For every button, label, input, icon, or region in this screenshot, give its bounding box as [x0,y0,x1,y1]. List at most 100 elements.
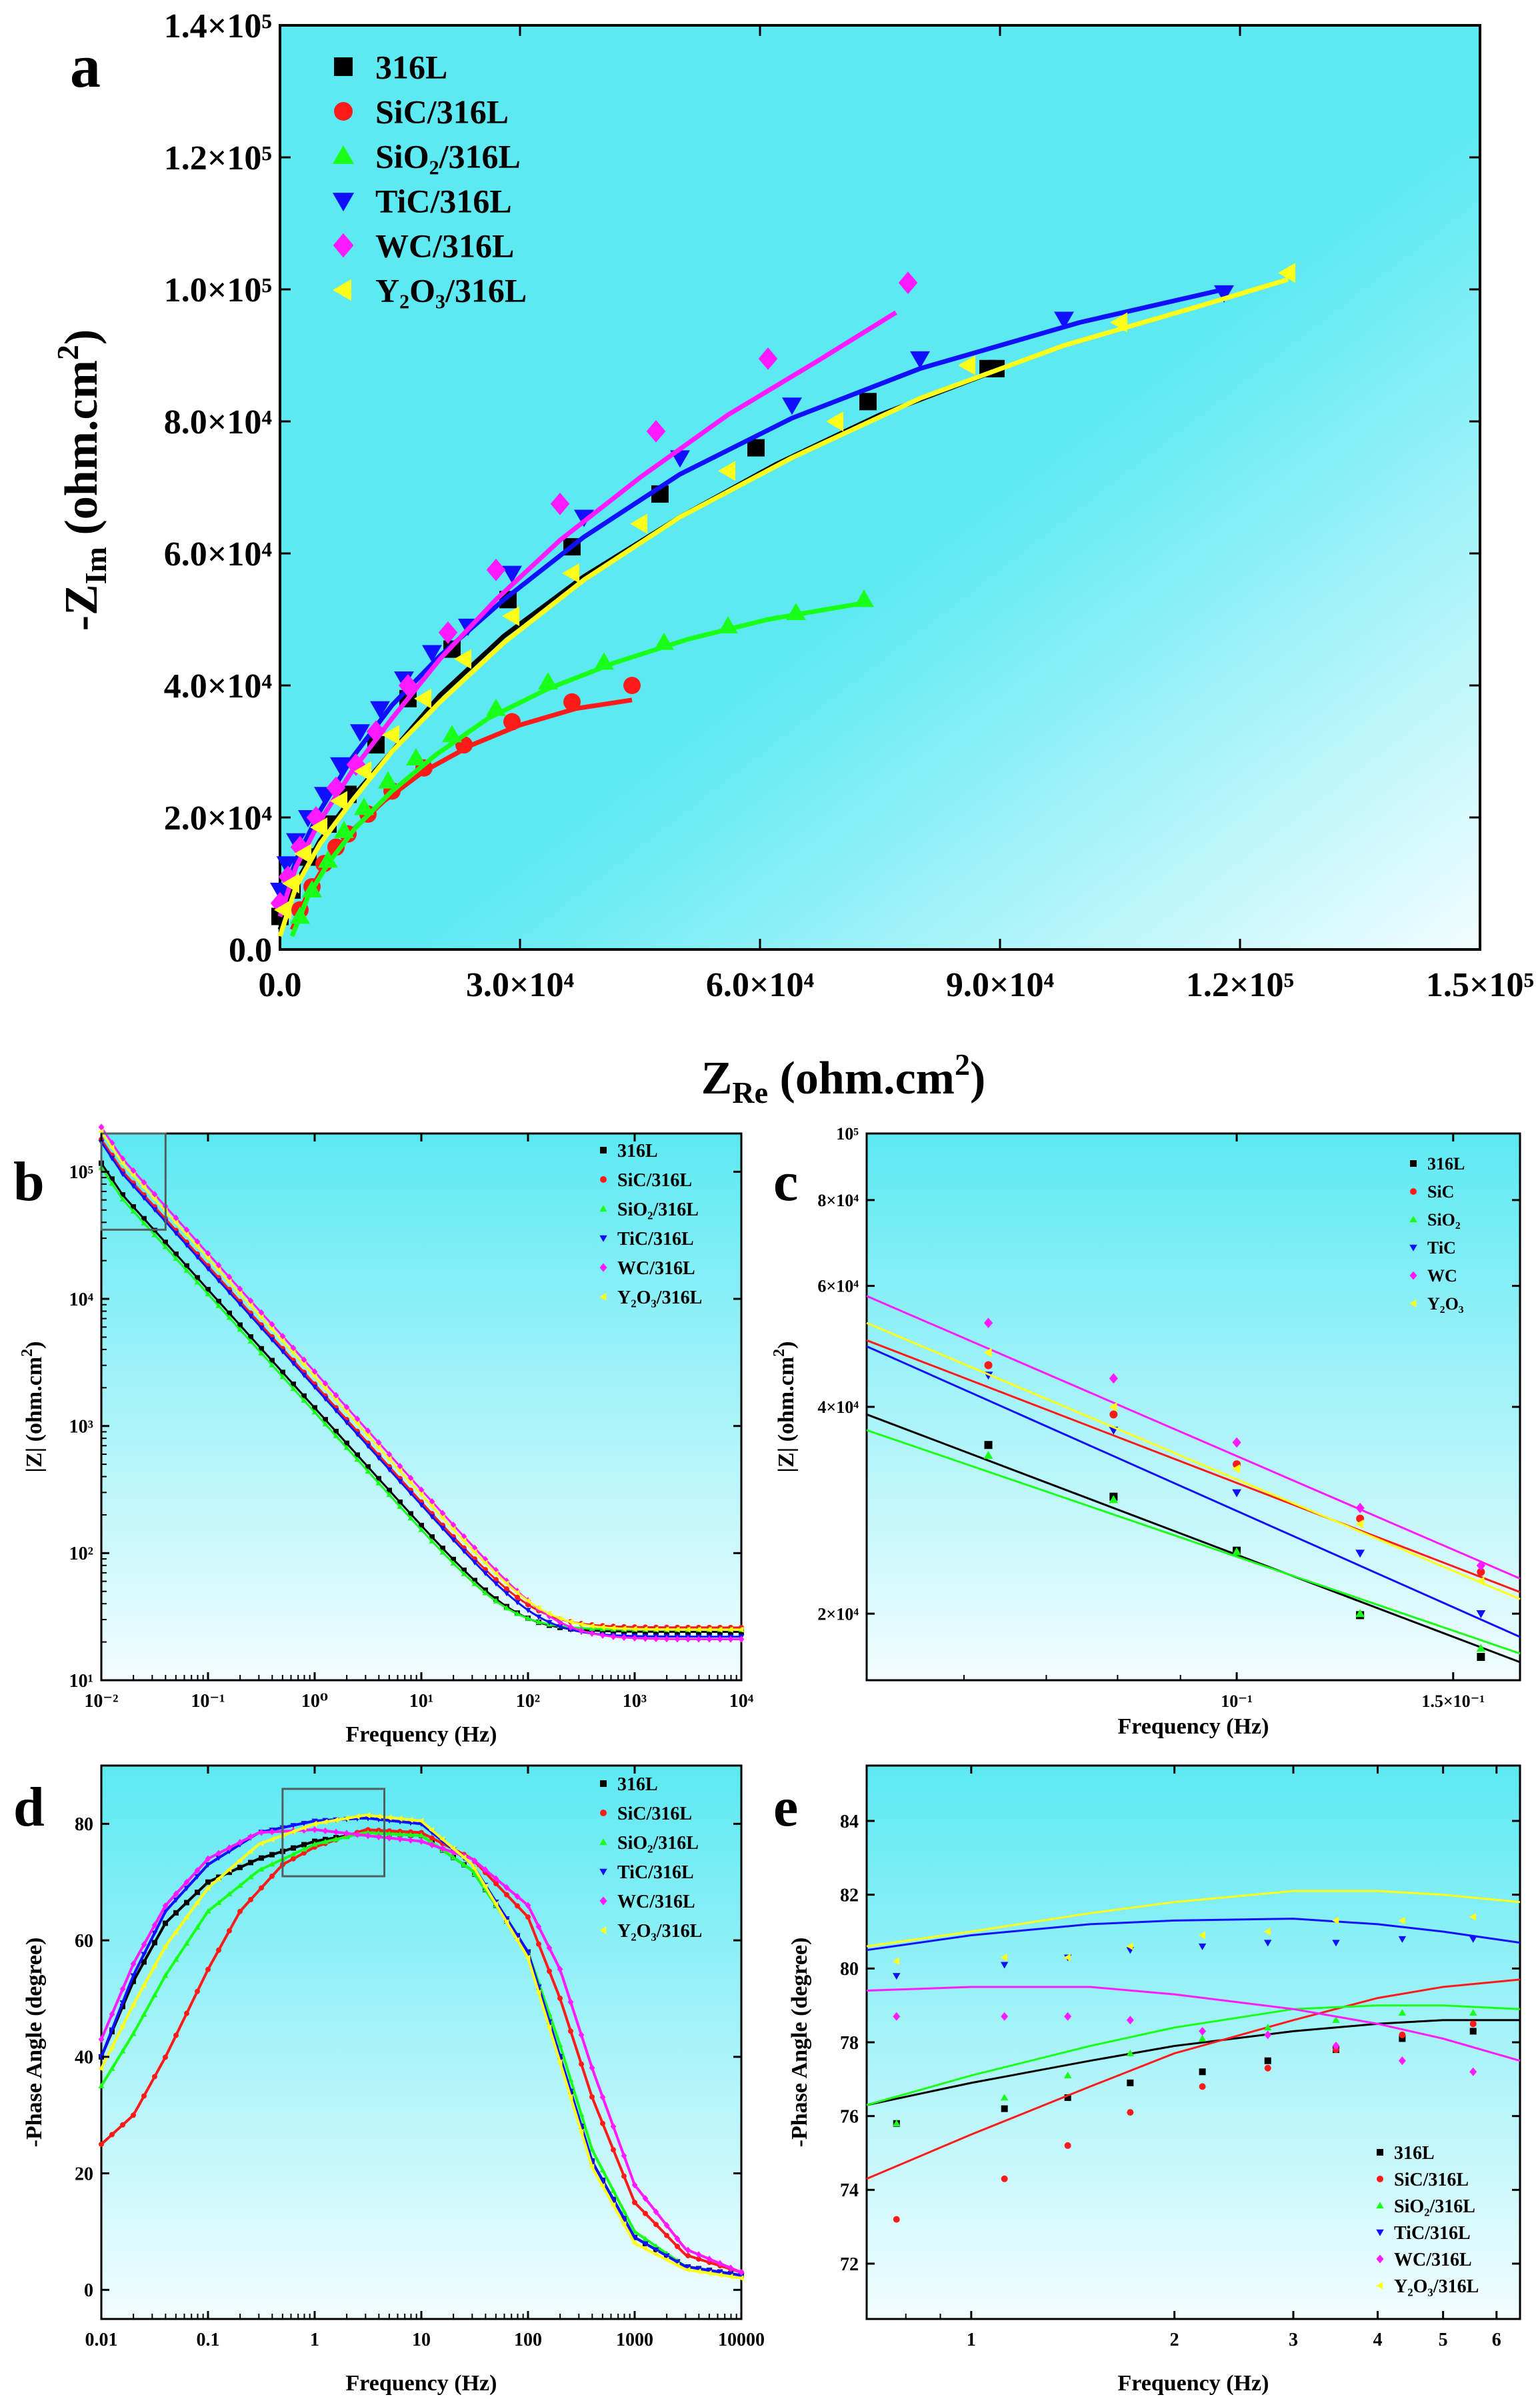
chart-d-legend-label-tic-316l: TiC/316L [617,1862,694,1883]
chart-b-point-tic-316l [535,1614,542,1620]
chart-d-point-y2o3-316l [173,1928,179,1935]
chart-d-point-wc-316l [599,2094,606,2101]
chart-d-legend-marker-wc-316l [599,1896,607,1906]
chart-b-point-y2o3-316l [418,1491,424,1498]
chart-e-xtick-label: 4 [1373,2330,1382,2350]
chart-d-point-y2o3-316l [610,2202,616,2208]
chart-c-point-wc-316l [1232,1437,1241,1448]
chart-d-legend-marker-y2o3-316l [599,1926,607,1934]
chart-d-point-sio2-316l [98,2082,105,2088]
chart-e-point-sic-316l [1001,2175,1008,2182]
chart-d-point-wc-316l [130,1960,137,1968]
chart-d-point-wc-316l [333,1828,339,1836]
chart-b-point-316l [269,1358,275,1364]
chart-d-point-sic-316l [429,1835,435,1841]
chart-d-point-wc-316l [151,1922,158,1929]
chart-d-point-wc-316l [546,1944,553,1952]
chart-b-point-sio2-316l [471,1580,478,1586]
chart-b-point-tic-316l [226,1290,233,1296]
chart-d-point-sio2-316l [471,1871,478,1877]
chart-d-point-sic-316l [173,2032,179,2038]
chart-d-point-y2o3-316l [397,1816,403,1822]
chart-e-point-tic-316l [893,1973,901,1980]
chart-e-point-y2o3-316l [1332,1916,1339,1925]
chart-b-point-sio2-316l [386,1492,393,1498]
chart-d-point-sio2-316l [194,1924,201,1930]
chart-e-legend-marker-wc-316l [1376,2254,1384,2264]
chart-a-legend-label-316l: 316L [375,49,447,86]
chart-b-point-316l [280,1370,285,1376]
chart-b-point-sic-316l [515,1594,520,1600]
chart-c-marks: 10⁻¹ 1.5×10⁻¹ 2×10⁴ 4×10⁴ 6×10⁴ 8×10⁴ 10⁵ 316L S… [817,1124,1521,1711]
chart-a-point-y2o3-316l [310,817,328,837]
chart-d-point-y2o3-316l [493,1901,499,1908]
chart-e-point-sic-316l [1199,2083,1206,2090]
chart-b-point-wc-316l [183,1226,190,1234]
chart-b-point-316l [131,1204,136,1210]
chart-d-point-sio2-316l [173,1956,179,1962]
chart-b-ytick-label: 10⁴ [69,1290,94,1310]
chart-d-ytick-label: 40 [75,2048,93,2068]
chart-c-legend-marker-316l [1410,1160,1417,1167]
chart-b-point-wc-316l [621,1634,627,1642]
chart-b-point-tic-316l [546,1620,553,1626]
chart-e-point-y2o3-316l [893,1957,900,1966]
chart-d-point-wc-316l [375,1833,382,1841]
chart-a-point-tic-316l [422,645,442,663]
chart-e-point-wc-316l [1469,2067,1477,2076]
chart-d-zoom-box [281,1788,386,1878]
chart-b-ytick-label: 10⁵ [69,1162,93,1183]
chart-b-legend-label-316l: 316L [617,1141,658,1161]
chart-d-point-sic-316l [269,1873,275,1879]
chart-d-point-sio2-316l [162,1972,169,1978]
chart-e-legend-marker-sio2-316l [1376,2202,1384,2209]
chart-e-point-sic-316l [1399,2031,1406,2038]
chart-c-line-sic-316l [866,1339,1521,1594]
chart-d-point-sic-316l [259,1885,264,1891]
chart-a-ytick-label: 1.2×10⁵ [164,139,272,177]
chart-b-point-wc-316l [173,1214,179,1222]
chart-b-point-y2o3-316l [279,1338,285,1344]
chart-d-point-y2o3-316l [301,1824,307,1831]
chart-e-fit-line-sic-316l [866,1978,1521,2180]
chart-a-point-y2o3-316l [958,355,976,375]
chart-b-point-y2o3-316l [247,1302,253,1309]
chart-d-point-sic-316l [504,1892,509,1898]
chart-b-point-y2o3-316l [631,1626,637,1632]
chart-c-point-wc-316l [1355,1502,1365,1514]
chart-d-point-wc-316l [674,2235,681,2242]
chart-b-point-sio2-316l [119,1196,126,1202]
chart-a-point-y2o3-316l [1110,312,1128,333]
chart-d-point-sio2-316l [269,1861,275,1867]
chart-b-point-wc-316l [322,1380,329,1388]
chart-b-point-y2o3-316l [503,1580,509,1587]
chart-c-point-sio2-316l [1232,1547,1241,1556]
chart-b-point-tic-316l [322,1396,329,1402]
chart-d-point-sic-316l [632,2200,637,2206]
chart-b-legend-label-tic-316l: TiC/316L [617,1229,694,1250]
chart-b-point-y2o3-316l [407,1480,413,1486]
chart-b-point-wc-316l [279,1332,286,1340]
chart-d-point-tic-316l [215,1856,222,1862]
chart-c-ytick-label: 6×10⁴ [817,1277,859,1296]
chart-b-point-wc-316l [663,1635,670,1643]
chart-e-point-316l [1199,2068,1206,2076]
chart-b-point-sio2-316l [279,1374,286,1380]
chart-b-point-y2o3-316l [237,1290,243,1297]
chart-d-point-y2o3-316l [205,1884,211,1892]
chart-b-point-tic-316l [119,1171,126,1177]
chart-b-point-sio2-316l [333,1432,339,1438]
chart-e-point-316l [1264,2057,1271,2064]
chart-d-xtick-label: 1 [310,2330,319,2350]
chart-b-point-y2o3-316l [706,1626,712,1633]
chart-c-point-sic-316l [1477,1568,1485,1576]
chart-b-point-y2o3-316l [439,1514,445,1521]
chart-d-point-sic-316l [579,2061,584,2067]
chart-e-xtick-label: 1 [967,2330,976,2350]
chart-d-point-wc-316l [311,1826,318,1834]
chart-a-ylabel: -ZIm (ohm.cm2) [51,329,113,631]
chart-b-point-316l [365,1464,371,1470]
chart-a-point-tic-316l [1214,285,1234,303]
chart-d-point-y2o3-316l [119,2022,125,2030]
chart-a-ytick-label: 4.0×10⁴ [164,667,273,705]
